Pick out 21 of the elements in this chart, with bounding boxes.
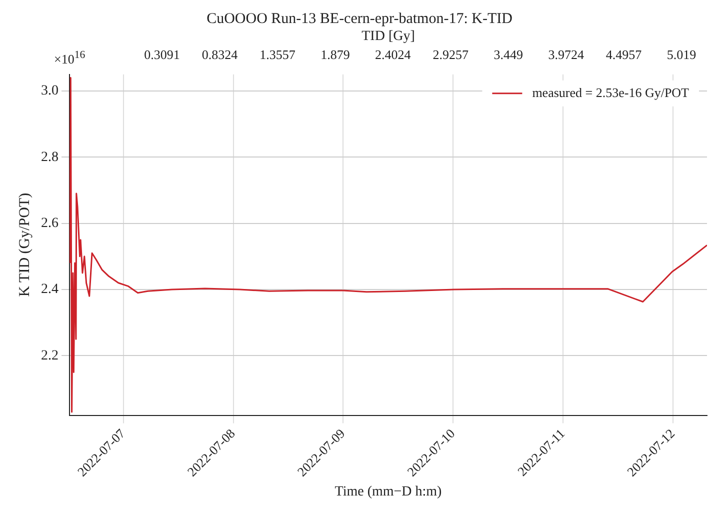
x2-tick-label: 1.879 — [320, 47, 350, 62]
x2-tick-label: 3.449 — [494, 47, 523, 62]
x2-tick-label: 0.8324 — [202, 47, 238, 62]
x2-tick-label: 2.4024 — [375, 47, 412, 62]
y-tick-label: 2.2 — [41, 348, 58, 364]
y-tick-label: 2.6 — [41, 216, 58, 231]
y-tick-label: 2.8 — [41, 150, 58, 165]
x-axis-title: Time (mm−D h:m) — [334, 484, 442, 500]
y-axis-title: K TID (Gy/POT) — [16, 192, 33, 297]
x2-tick-label: 4.4957 — [606, 47, 642, 62]
x2-tick-label: 3.9724 — [548, 47, 584, 62]
x2-tick-label: 0.3091 — [144, 47, 180, 62]
text: ×10$^{16}$ — [54, 48, 86, 66]
x2-tick-label: 1.3557 — [260, 47, 296, 62]
y-tick-label: 2.4 — [41, 282, 58, 298]
x2-axis-title: TID [Gy] — [362, 29, 415, 44]
y-tick-label: 3.0 — [41, 84, 58, 99]
x2-tick-label: 5.019 — [666, 47, 696, 62]
x2-tick-label: 2.9257 — [432, 47, 470, 62]
legend-label: measured = 2.53e-16 Gy/POT — [532, 84, 690, 100]
chart-title: CuOOOO Run-13 BE-cern-epr-batmon-17: K-TID — [206, 10, 513, 27]
